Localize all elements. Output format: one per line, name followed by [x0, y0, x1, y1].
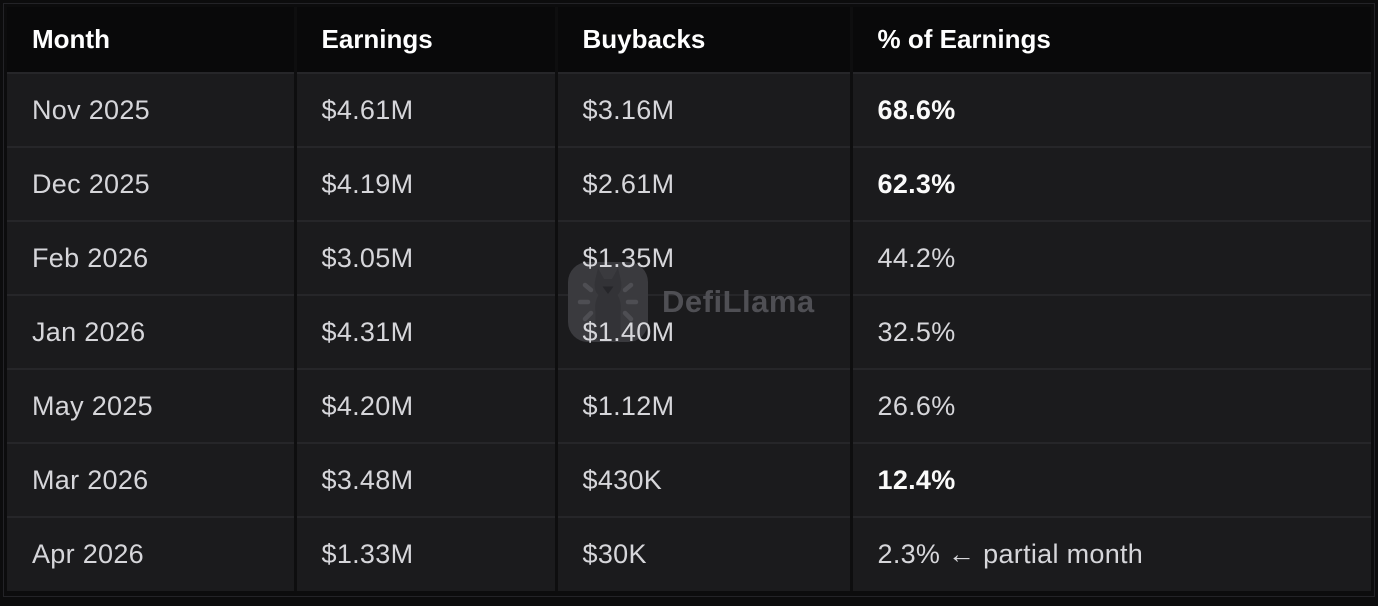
cell-pct-of-earnings: 26.6% — [851, 368, 1371, 443]
cell-pct-of-earnings: 62.3% — [851, 146, 1371, 221]
cell-month-text: Apr 2026 — [32, 539, 144, 569]
cell-earnings: $3.48M — [295, 442, 558, 517]
cell-month: Nov 2025 — [7, 72, 297, 147]
cell-pct-of-earnings-text: 12.4% — [877, 464, 956, 495]
table-row: Dec 2025 $4.19M $2.61M 62.3% — [7, 146, 1371, 221]
cell-month: Feb 2026 — [7, 220, 297, 295]
cell-month: Apr 2026 — [7, 516, 297, 591]
table-row: Jan 2026 $4.31M $1.40M 32.5% — [7, 294, 1371, 369]
cell-pct-of-earnings-text: 26.6% — [877, 390, 956, 421]
cell-pct-of-earnings: 44.2% — [851, 220, 1371, 295]
cell-earnings-text: $4.61M — [321, 94, 414, 125]
table-row: Feb 2026 $3.05M $1.35M 44.2% — [7, 220, 1371, 295]
cell-buybacks: $2.61M — [556, 146, 853, 221]
cell-pct-of-earnings: 32.5% — [851, 294, 1371, 369]
cell-buybacks-text: $1.35M — [582, 242, 675, 273]
cell-pct-of-earnings: 2.3% ← partial month — [851, 516, 1371, 591]
col-header-pct-of-earnings: % of Earnings — [851, 7, 1371, 73]
cell-buybacks: $1.12M — [556, 368, 853, 443]
cell-buybacks-text: $3.16M — [582, 94, 675, 125]
cell-month-text: Jan 2026 — [32, 316, 146, 347]
cell-month-text: Dec 2025 — [32, 168, 150, 199]
cell-earnings: $4.19M — [295, 146, 558, 221]
cell-pct-of-earnings: 12.4% — [851, 442, 1371, 517]
cell-buybacks: $430K — [556, 442, 853, 517]
cell-pct-of-earnings-text: 32.5% — [877, 316, 956, 347]
cell-buybacks-text: $2.61M — [582, 168, 675, 199]
cell-buybacks: $1.35M — [556, 220, 853, 295]
cell-earnings: $4.20M — [295, 368, 558, 443]
cell-buybacks: $1.40M — [556, 294, 853, 369]
cell-earnings-text: $1.33M — [321, 539, 414, 569]
cell-month: May 2025 — [7, 368, 297, 443]
cell-buybacks: $30K — [556, 516, 853, 591]
cell-earnings-text: $3.05M — [321, 242, 414, 273]
cell-earnings: $1.33M — [295, 516, 558, 591]
table-row: Mar 2026 $3.48M $430K 12.4% — [7, 442, 1371, 517]
cell-month-text: Mar 2026 — [32, 464, 149, 495]
cell-buybacks: $3.16M — [556, 72, 853, 147]
table-row: May 2025 $4.20M $1.12M 26.6% — [7, 368, 1371, 443]
cell-pct-of-earnings-text: 68.6% — [877, 94, 956, 125]
cell-pct-of-earnings-text: 2.3% ← partial month — [877, 539, 1144, 569]
table-row: Apr 2026 $1.33M $30K 2.3% ← partial month — [7, 516, 1371, 591]
cell-month: Dec 2025 — [7, 146, 297, 221]
cell-buybacks-text: $1.40M — [582, 316, 675, 347]
cell-earnings-text: $4.19M — [321, 168, 414, 199]
cell-earnings-text: $4.31M — [321, 316, 414, 347]
col-header-month: Month — [7, 7, 297, 73]
buybacks-table: Month Earnings Buybacks % of Earnings No… — [7, 7, 1371, 591]
col-header-buybacks: Buybacks — [556, 7, 853, 73]
cell-pct-of-earnings-text: 44.2% — [877, 242, 956, 273]
cell-month-text: Nov 2025 — [32, 94, 150, 125]
cell-buybacks-text: $30K — [582, 539, 647, 569]
table-body: Nov 2025 $4.61M $3.16M 68.6% Dec 2025 $4.19M $… — [7, 72, 1371, 591]
cell-earnings-text: $3.48M — [321, 464, 414, 495]
cell-buybacks-text: $430K — [582, 464, 663, 495]
table-header: Month Earnings Buybacks % of Earnings — [7, 7, 1371, 73]
cell-earnings: $4.61M — [295, 72, 558, 147]
cell-month: Mar 2026 — [7, 442, 297, 517]
cell-pct-of-earnings: 68.6% — [851, 72, 1371, 147]
cell-earnings-text: $4.20M — [321, 390, 414, 421]
cell-month-text: Feb 2026 — [32, 242, 149, 273]
cell-month-text: May 2025 — [32, 390, 153, 421]
col-header-earnings: Earnings — [295, 7, 558, 73]
cell-earnings: $4.31M — [295, 294, 558, 369]
cell-month: Jan 2026 — [7, 294, 297, 369]
header-row: Month Earnings Buybacks % of Earnings — [7, 7, 1371, 73]
table-row: Nov 2025 $4.61M $3.16M 68.6% — [7, 72, 1371, 147]
cell-earnings: $3.05M — [295, 220, 558, 295]
cell-pct-of-earnings-text: 62.3% — [877, 168, 956, 199]
cell-buybacks-text: $1.12M — [582, 390, 675, 421]
table-frame: Month Earnings Buybacks % of Earnings No… — [3, 3, 1375, 597]
